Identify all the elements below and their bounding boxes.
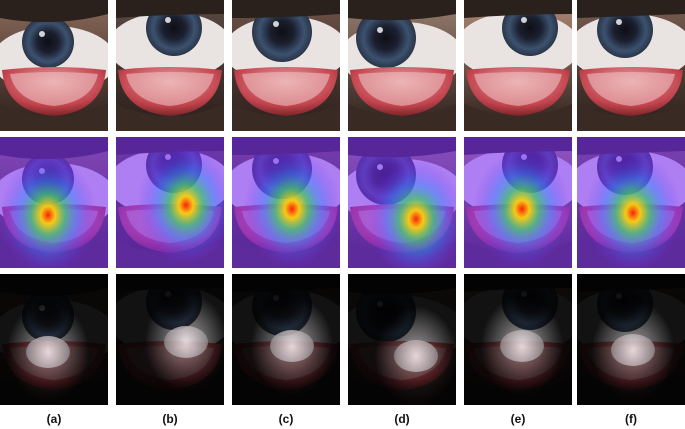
panel-label: (a): [46, 412, 62, 426]
panel-label: (d): [394, 412, 410, 426]
heatmap-overlay: [0, 137, 108, 268]
eye-photo: [464, 0, 572, 131]
heatmap-overlay: [116, 137, 224, 268]
panel-label: (f): [625, 412, 637, 426]
masked-attention-image: [348, 274, 456, 405]
eye-photo: [0, 0, 108, 131]
masked-attention-image: [0, 274, 108, 405]
eye-photo: [577, 0, 685, 131]
eye-photo: [232, 0, 340, 131]
masked-attention-image: [577, 274, 685, 405]
eye-photo: [116, 0, 224, 131]
panel-label: (b): [162, 412, 178, 426]
heatmap-overlay: [348, 137, 456, 268]
panel-label: (c): [278, 412, 294, 426]
heatmap-overlay: [577, 137, 685, 268]
masked-attention-image: [116, 274, 224, 405]
eye-photo: [348, 0, 456, 131]
heatmap-overlay: [464, 137, 572, 268]
panel-label: (e): [510, 412, 526, 426]
masked-attention-image: [464, 274, 572, 405]
masked-attention-image: [232, 274, 340, 405]
heatmap-overlay: [232, 137, 340, 268]
